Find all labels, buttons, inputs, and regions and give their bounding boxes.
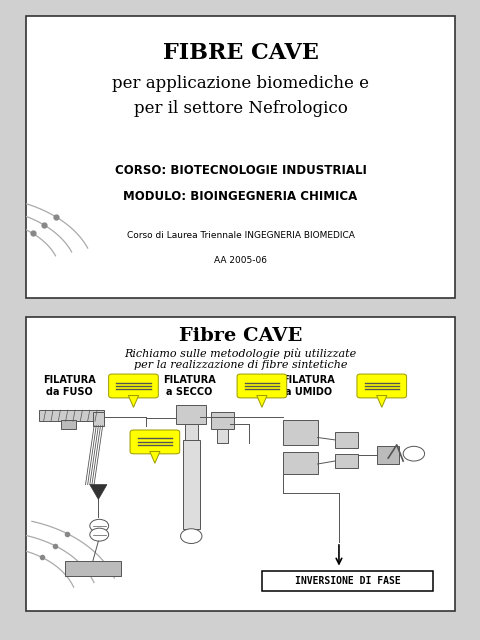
FancyBboxPatch shape bbox=[60, 420, 75, 429]
FancyBboxPatch shape bbox=[334, 454, 358, 468]
Polygon shape bbox=[256, 396, 266, 407]
FancyBboxPatch shape bbox=[377, 446, 398, 464]
Text: FILATURA: FILATURA bbox=[282, 375, 335, 385]
Text: CORSO: BIOTECNOLOGIE INDUSTRIALI: CORSO: BIOTECNOLOGIE INDUSTRIALI bbox=[114, 164, 366, 177]
Circle shape bbox=[180, 529, 202, 543]
Text: Fibre CAVE: Fibre CAVE bbox=[179, 327, 301, 345]
FancyBboxPatch shape bbox=[283, 452, 317, 474]
Text: per applicazione biomediche e: per applicazione biomediche e bbox=[112, 75, 368, 92]
Polygon shape bbox=[376, 396, 386, 407]
Text: a UMIDO: a UMIDO bbox=[285, 387, 332, 397]
Text: FIBRE CAVE: FIBRE CAVE bbox=[162, 42, 318, 63]
FancyBboxPatch shape bbox=[39, 410, 103, 421]
FancyBboxPatch shape bbox=[182, 440, 199, 529]
FancyBboxPatch shape bbox=[334, 431, 358, 448]
FancyBboxPatch shape bbox=[356, 374, 406, 398]
Circle shape bbox=[90, 519, 108, 532]
FancyBboxPatch shape bbox=[65, 561, 120, 576]
Polygon shape bbox=[149, 451, 160, 463]
FancyBboxPatch shape bbox=[283, 420, 317, 445]
Circle shape bbox=[402, 446, 424, 461]
FancyBboxPatch shape bbox=[261, 572, 432, 591]
FancyBboxPatch shape bbox=[210, 413, 234, 429]
FancyBboxPatch shape bbox=[184, 424, 197, 440]
Text: da FUSO: da FUSO bbox=[46, 387, 93, 397]
Text: per il settore Nefrologico: per il settore Nefrologico bbox=[133, 100, 347, 117]
Text: a SECCO: a SECCO bbox=[166, 387, 212, 397]
Polygon shape bbox=[90, 484, 107, 499]
Text: INVERSIONE DI FASE: INVERSIONE DI FASE bbox=[294, 576, 399, 586]
Text: FILATURA: FILATURA bbox=[43, 375, 96, 385]
Text: MODULO: BIOINGEGNERIA CHIMICA: MODULO: BIOINGEGNERIA CHIMICA bbox=[123, 189, 357, 203]
Text: FILATURA: FILATURA bbox=[162, 375, 215, 385]
FancyBboxPatch shape bbox=[93, 413, 103, 426]
FancyBboxPatch shape bbox=[216, 429, 227, 444]
Text: AA 2005-06: AA 2005-06 bbox=[214, 257, 266, 266]
Text: Corso di Laurea Triennale INGEGNERIA BIOMEDICA: Corso di Laurea Triennale INGEGNERIA BIO… bbox=[126, 231, 354, 240]
FancyBboxPatch shape bbox=[26, 16, 454, 298]
FancyBboxPatch shape bbox=[237, 374, 286, 398]
FancyBboxPatch shape bbox=[108, 374, 158, 398]
Polygon shape bbox=[128, 396, 138, 407]
FancyBboxPatch shape bbox=[176, 405, 206, 424]
Text: per la realizzazione di fibre sintetiche: per la realizzazione di fibre sintetiche bbox=[133, 360, 347, 371]
Circle shape bbox=[90, 528, 108, 541]
Text: Richiamo sulle metodologie più utilizzate: Richiamo sulle metodologie più utilizzat… bbox=[124, 348, 356, 359]
FancyBboxPatch shape bbox=[26, 317, 454, 611]
FancyBboxPatch shape bbox=[130, 430, 180, 454]
